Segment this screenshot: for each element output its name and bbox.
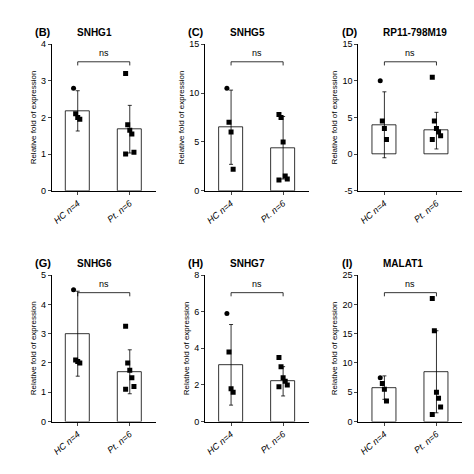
svg-text:Pt. n=6: Pt. n=6 bbox=[259, 429, 287, 455]
svg-text:Pt. n=6: Pt. n=6 bbox=[105, 198, 133, 224]
svg-text:1: 1 bbox=[41, 149, 46, 159]
svg-text:ns: ns bbox=[405, 48, 415, 58]
svg-text:0: 0 bbox=[194, 186, 199, 196]
svg-text:8: 8 bbox=[194, 270, 199, 280]
svg-text:(I): (I) bbox=[342, 257, 353, 269]
svg-text:10: 10 bbox=[189, 88, 199, 98]
svg-text:5: 5 bbox=[194, 137, 199, 147]
svg-text:3: 3 bbox=[41, 76, 46, 86]
svg-text:5: 5 bbox=[348, 113, 353, 123]
svg-text:ns: ns bbox=[99, 48, 109, 58]
svg-text:HC n=4: HC n=4 bbox=[205, 429, 235, 456]
svg-text:Pt. n=6: Pt. n=6 bbox=[259, 198, 287, 224]
svg-text:SNHG7: SNHG7 bbox=[230, 258, 265, 269]
svg-text:2: 2 bbox=[41, 358, 46, 368]
svg-text:0: 0 bbox=[41, 186, 46, 196]
svg-text:(H): (H) bbox=[188, 257, 204, 269]
svg-text:4: 4 bbox=[41, 39, 46, 49]
svg-text:Pt. n=6: Pt. n=6 bbox=[105, 429, 133, 455]
svg-text:HC n=4: HC n=4 bbox=[359, 198, 389, 225]
svg-text:HC n=4: HC n=4 bbox=[52, 429, 82, 456]
svg-text:Relative fold of expression: Relative fold of expression bbox=[29, 301, 38, 395]
svg-text:2: 2 bbox=[41, 113, 46, 123]
svg-text:Relative fold of expression: Relative fold of expression bbox=[182, 301, 191, 395]
svg-text:MALAT1: MALAT1 bbox=[383, 258, 423, 269]
svg-text:RP11-798M19: RP11-798M19 bbox=[383, 27, 447, 38]
svg-text:Relative fold of expression: Relative fold of expression bbox=[330, 71, 339, 165]
svg-text:ns: ns bbox=[99, 279, 109, 289]
svg-text:SNHG6: SNHG6 bbox=[77, 258, 112, 269]
svg-text:20: 20 bbox=[343, 300, 353, 310]
svg-text:0: 0 bbox=[348, 149, 353, 159]
svg-text:3: 3 bbox=[41, 329, 46, 339]
svg-text:10: 10 bbox=[343, 358, 353, 368]
svg-text:6: 6 bbox=[194, 307, 199, 317]
svg-text:Relative fold of expression: Relative fold of expression bbox=[330, 301, 339, 395]
svg-text:15: 15 bbox=[343, 329, 353, 339]
svg-text:15: 15 bbox=[189, 39, 199, 49]
svg-text:0: 0 bbox=[194, 417, 199, 427]
svg-text:SNHG5: SNHG5 bbox=[230, 27, 265, 38]
svg-text:HC n=4: HC n=4 bbox=[52, 198, 82, 225]
svg-text:5: 5 bbox=[41, 270, 46, 280]
svg-text:25: 25 bbox=[343, 270, 353, 280]
svg-text:Pt. n=6: Pt. n=6 bbox=[412, 429, 440, 455]
svg-text:(D): (D) bbox=[342, 26, 358, 38]
svg-text:(G): (G) bbox=[35, 257, 51, 269]
svg-text:ns: ns bbox=[252, 48, 262, 58]
svg-text:HC n=4: HC n=4 bbox=[205, 198, 235, 225]
svg-text:2: 2 bbox=[194, 380, 199, 390]
svg-text:(C): (C) bbox=[188, 26, 204, 38]
svg-text:0: 0 bbox=[348, 417, 353, 427]
svg-text:1: 1 bbox=[41, 387, 46, 397]
svg-text:5: 5 bbox=[348, 387, 353, 397]
svg-text:-5: -5 bbox=[345, 186, 353, 196]
svg-text:ns: ns bbox=[405, 279, 415, 289]
svg-text:ns: ns bbox=[252, 279, 262, 289]
svg-text:4: 4 bbox=[194, 343, 199, 353]
svg-text:Pt. n=6: Pt. n=6 bbox=[412, 198, 440, 224]
svg-text:4: 4 bbox=[41, 300, 46, 310]
svg-text:Relative fold of expression: Relative fold of expression bbox=[29, 71, 38, 165]
svg-text:Relative fold of expression: Relative fold of expression bbox=[177, 71, 186, 165]
svg-text:HC n=4: HC n=4 bbox=[359, 429, 389, 456]
svg-text:0: 0 bbox=[41, 417, 46, 427]
svg-text:SNHG1: SNHG1 bbox=[77, 27, 112, 38]
svg-text:10: 10 bbox=[343, 76, 353, 86]
svg-text:15: 15 bbox=[343, 39, 353, 49]
svg-text:(B): (B) bbox=[35, 26, 51, 38]
